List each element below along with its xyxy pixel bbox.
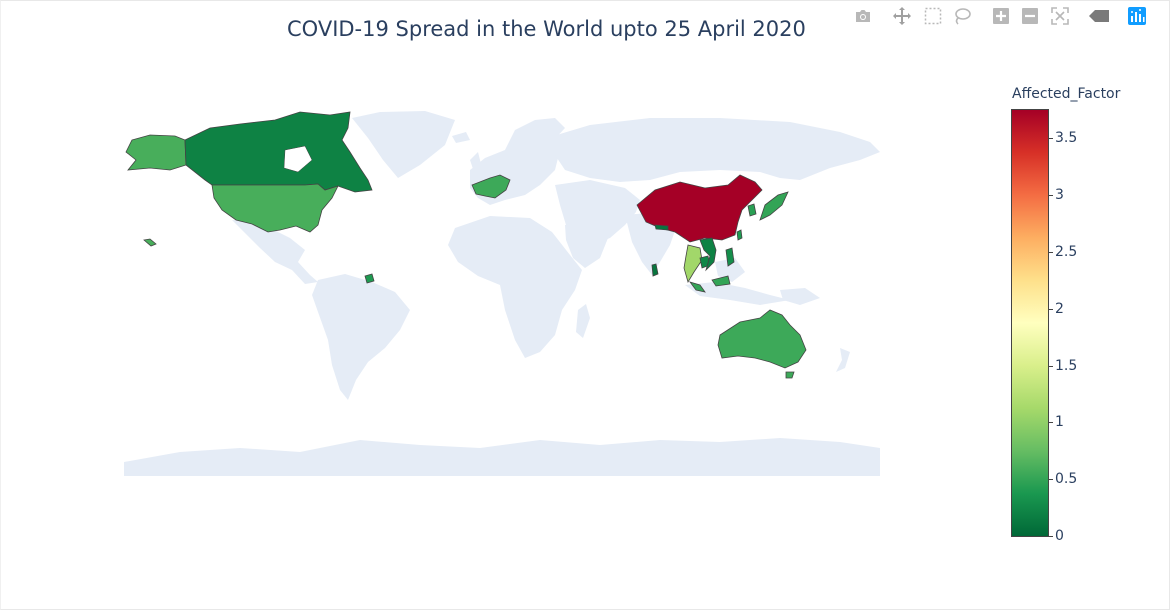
colorbar-tick-mark — [1049, 309, 1053, 310]
region-philippines[interactable] — [725, 247, 735, 267]
hudson-bay — [283, 145, 313, 173]
land-new-zealand — [836, 348, 850, 372]
region-japan[interactable] — [759, 191, 789, 221]
autoscale-icon[interactable] — [1049, 6, 1071, 26]
region-hawaii[interactable] — [143, 238, 157, 247]
colorbar-gradient — [1011, 109, 1049, 537]
region-china[interactable] — [636, 174, 763, 243]
land-antarctica — [124, 438, 880, 476]
region-alaska[interactable] — [125, 134, 187, 171]
land-mexico — [232, 220, 318, 284]
land-africa — [448, 216, 582, 358]
zoom-in-icon[interactable] — [990, 6, 1012, 26]
colorbar-tick-label: 2 — [1055, 301, 1064, 317]
region-sri-lanka[interactable] — [651, 263, 659, 277]
regions-layer — [125, 111, 807, 379]
colorbar-tick-label: 0.5 — [1055, 471, 1078, 487]
region-tasmania[interactable] — [785, 371, 795, 379]
colorbar-tick-mark — [1049, 479, 1053, 480]
land-indonesia — [685, 282, 790, 305]
region-nepal[interactable] — [654, 224, 669, 231]
colorbar-tick-mark — [1049, 422, 1053, 423]
region-australia[interactable] — [717, 309, 807, 369]
colorbar-tick-mark — [1049, 195, 1053, 196]
colorbar-tick-mark — [1049, 366, 1053, 367]
colorbar-tick-mark — [1049, 252, 1053, 253]
box-select-icon[interactable] — [922, 6, 944, 26]
colorbar-tick-label: 3 — [1055, 187, 1064, 203]
land-new-guinea — [780, 288, 820, 305]
region-canada[interactable] — [184, 111, 373, 193]
region-thailand[interactable] — [683, 244, 703, 283]
region-taiwan[interactable] — [736, 229, 743, 241]
colorbar-tick-label: 2.5 — [1055, 244, 1078, 260]
land-uk — [470, 152, 482, 172]
chart-title: COVID-19 Spread in the World upto 25 Apr… — [287, 17, 806, 41]
lasso-icon[interactable] — [951, 6, 973, 26]
region-korea[interactable] — [747, 203, 757, 217]
region-usa[interactable] — [211, 183, 339, 233]
region-malaysia[interactable] — [688, 275, 731, 293]
land-greenland — [352, 111, 455, 178]
zoom-out-icon[interactable] — [1019, 6, 1041, 26]
colorbar-tick-label: 0 — [1055, 528, 1064, 544]
colorbar-tick-label: 1.5 — [1055, 358, 1078, 374]
land-arabia — [565, 222, 608, 268]
pan-icon[interactable] — [891, 6, 913, 26]
land-south-america — [312, 274, 410, 400]
reset-icon[interactable] — [1088, 6, 1110, 26]
land-russia — [540, 118, 880, 182]
colorbar-tick-mark — [1049, 536, 1053, 537]
colorbar-title: Affected_Factor — [1012, 86, 1121, 102]
land-layer — [124, 111, 880, 476]
plotly-logo-icon[interactable] — [1126, 6, 1148, 26]
region-france[interactable] — [471, 174, 511, 199]
land-scandinavia — [505, 118, 565, 156]
land-borneo — [715, 258, 745, 282]
region-vietnam[interactable] — [699, 237, 717, 272]
region-caribbean[interactable] — [364, 273, 375, 284]
land-madagascar — [576, 304, 590, 338]
colorbar-tick-mark — [1049, 138, 1053, 139]
camera-icon[interactable] — [852, 6, 874, 26]
colorbar-tick-label: 1 — [1055, 414, 1064, 430]
colorbar-tick-label: 3.5 — [1055, 130, 1078, 146]
land-iceland — [452, 132, 470, 143]
